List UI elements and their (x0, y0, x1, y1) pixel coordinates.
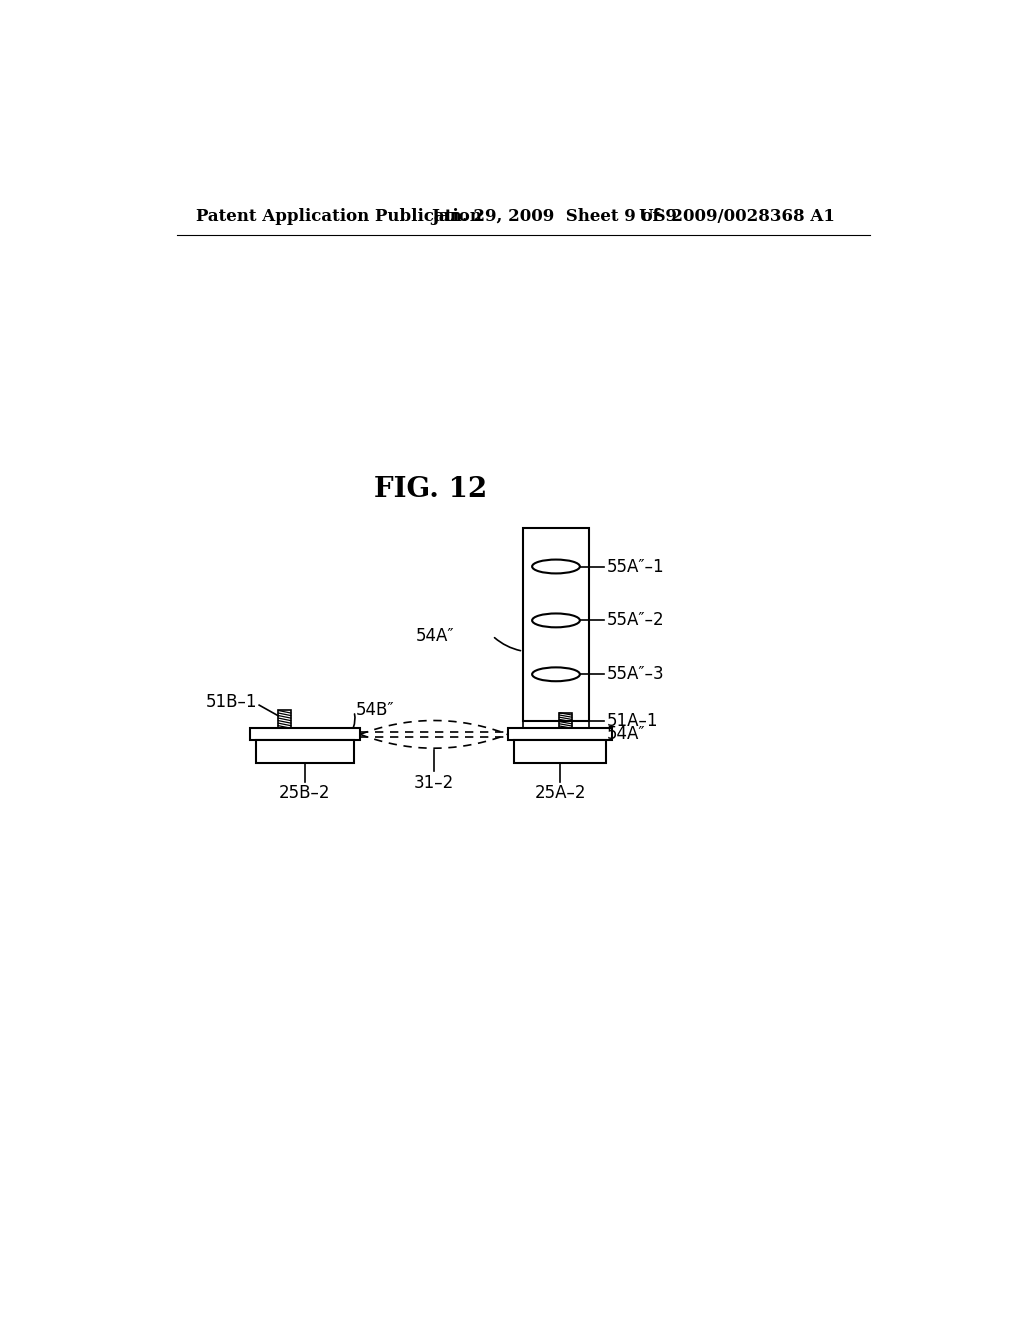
Bar (279, 710, 291, 729)
Text: 25A–2: 25A–2 (535, 784, 586, 803)
Bar (508, 729, 611, 739)
Text: 25B–2: 25B–2 (280, 784, 331, 803)
Text: 55A″–2: 55A″–2 (606, 611, 664, 630)
Text: 54A″: 54A″ (606, 726, 645, 743)
Bar (523, 528, 589, 721)
Bar (559, 713, 571, 729)
Text: 55A″–3: 55A″–3 (606, 665, 664, 684)
Text: Jan. 29, 2009  Sheet 9 of 9: Jan. 29, 2009 Sheet 9 of 9 (431, 207, 677, 224)
Text: 54B″: 54B″ (356, 701, 395, 718)
Bar (256, 739, 354, 763)
Text: US 2009/0028368 A1: US 2009/0028368 A1 (639, 207, 835, 224)
Text: FIG. 12: FIG. 12 (374, 477, 487, 503)
Bar (514, 739, 606, 763)
Text: 31–2: 31–2 (414, 774, 454, 792)
Text: 55A″–1: 55A″–1 (606, 557, 664, 576)
Text: 54A″: 54A″ (416, 627, 454, 644)
Text: Patent Application Publication: Patent Application Publication (196, 207, 482, 224)
Text: 51A–1: 51A–1 (606, 711, 658, 730)
Text: 51B–1: 51B–1 (206, 693, 257, 711)
Bar (250, 729, 360, 739)
